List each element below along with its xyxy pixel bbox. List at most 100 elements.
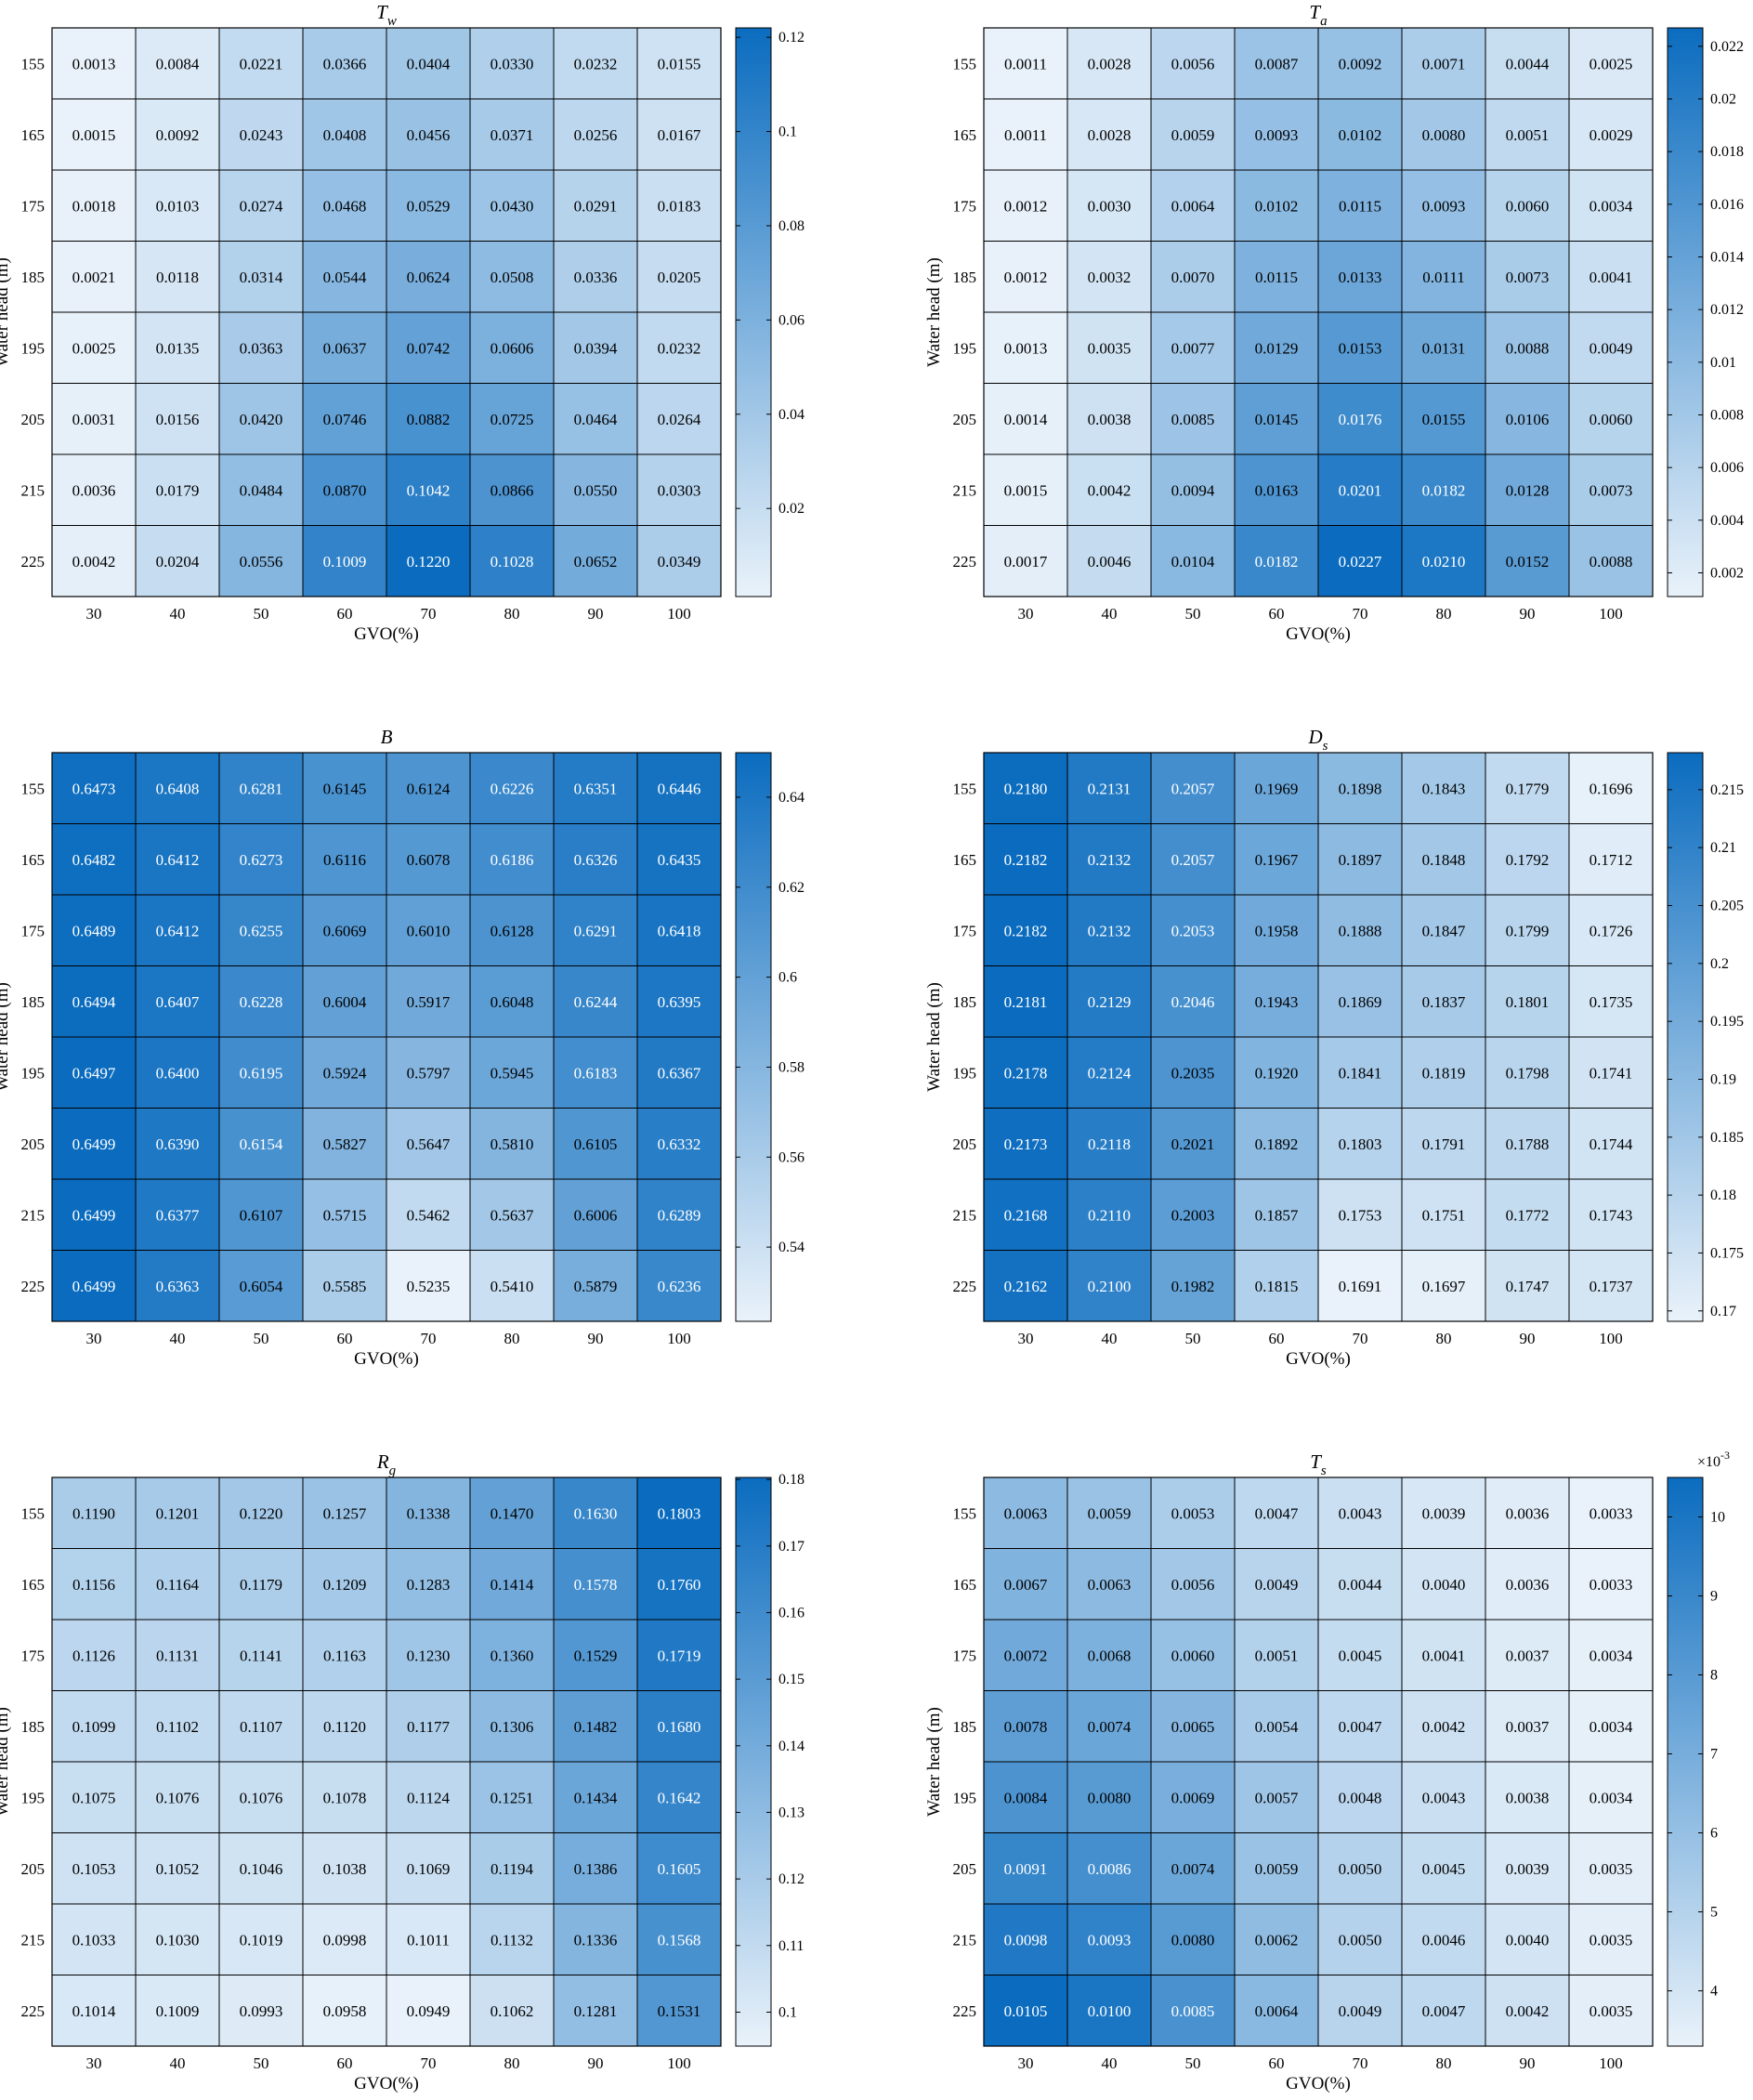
heatmap-cell [302, 1036, 387, 1109]
colorbar [735, 1477, 772, 2047]
heatmap-cell [218, 1250, 304, 1322]
cell-value-label: 0.5235 [407, 1278, 451, 1295]
cell-value-label: 0.0028 [1088, 55, 1132, 72]
cell-value-label: 0.1772 [1506, 1206, 1550, 1224]
cell-value-label: 0.0949 [407, 2002, 451, 2020]
heatmap-cell [1234, 98, 1319, 171]
heatmap-cell [1234, 311, 1319, 384]
cell-value-label: 0.0048 [1339, 1789, 1382, 1806]
heatmap-cell [1234, 1250, 1319, 1322]
cell-value-label: 0.6228 [240, 993, 283, 1011]
cell-value-label: 0.0303 [658, 481, 701, 499]
colorbar-tick-label: 8 [1710, 1668, 1718, 1684]
x-tick-label: 70 [421, 2054, 437, 2072]
heatmap-cell [1485, 894, 1570, 966]
y-tick-label: 155 [21, 55, 46, 72]
cell-value-label: 0.0092 [156, 126, 200, 144]
heatmap-cell [135, 169, 220, 242]
cell-value-label: 0.2182 [1004, 851, 1048, 869]
heatmap-cell [983, 1250, 1068, 1322]
cell-value-label: 0.0080 [1422, 126, 1466, 144]
cell-value-label: 0.6482 [72, 851, 116, 869]
heatmap-cell [135, 1477, 220, 1549]
x-tick-label: 60 [1269, 1330, 1285, 1347]
cell-value-label: 0.0049 [1255, 1576, 1299, 1594]
cell-value-label: 0.0167 [658, 126, 701, 144]
heatmap-cell [302, 894, 387, 966]
cell-value-label: 0.6048 [491, 993, 534, 1011]
cell-value-label: 0.0053 [1171, 1504, 1215, 1522]
cell-value-label: 0.6418 [658, 922, 701, 939]
cell-value-label: 0.0011 [1004, 126, 1047, 144]
heatmap-cell [1485, 1477, 1570, 1549]
heatmap-cell [1234, 169, 1319, 242]
cell-value-label: 0.1815 [1255, 1278, 1299, 1295]
heatmap-cell [1234, 1975, 1319, 2047]
cell-value-label: 0.1306 [491, 1718, 534, 1736]
heatmap-cell [1317, 383, 1403, 455]
cell-value-label: 0.0025 [1589, 55, 1633, 72]
cell-value-label: 0.6497 [72, 1064, 116, 1082]
cell-value-label: 0.1131 [156, 1647, 199, 1664]
cell-value-label: 0.0484 [240, 481, 283, 499]
heatmap-cell [1485, 1903, 1570, 1975]
y-tick-label: 205 [21, 1860, 46, 1878]
heatmap-cell [1401, 1548, 1486, 1621]
heatmap-cell [1317, 1761, 1403, 1833]
heatmap-cell [983, 894, 1068, 966]
cell-value-label: 0.0059 [1088, 1504, 1132, 1522]
heatmap-cell [1066, 453, 1152, 526]
heatmap-cell [135, 1761, 220, 1833]
y-tick-label: 225 [953, 553, 977, 571]
x-tick-label: 30 [1018, 2054, 1034, 2072]
colorbar-tick-label: 0.014 [1710, 250, 1744, 266]
cell-value-label: 0.0742 [407, 339, 451, 357]
cell-value-label: 0.0038 [1506, 1789, 1550, 1806]
cell-value-label: 0.6332 [658, 1135, 701, 1153]
heatmap-cell [1317, 241, 1403, 313]
cell-value-label: 0.1798 [1506, 1064, 1550, 1082]
cell-value-label: 0.1194 [491, 1860, 534, 1878]
heatmap-cell [218, 1903, 304, 1975]
cell-value-label: 0.0993 [240, 2002, 283, 2020]
heatmap-cell [1485, 823, 1570, 896]
x-tick-label: 80 [1436, 2054, 1452, 2072]
cell-value-label: 0.1075 [72, 1789, 116, 1806]
colorbar-tick-label: 0.12 [778, 1871, 805, 1887]
cell-value-label: 0.1062 [491, 2002, 534, 2020]
cell-value-label: 0.0042 [1422, 1718, 1466, 1736]
cell-value-label: 0.0637 [323, 339, 367, 357]
heatmap-cell [983, 525, 1068, 597]
heatmap-cell [636, 311, 722, 384]
cell-value-label: 0.0210 [1422, 553, 1466, 571]
cell-value-label: 0.0085 [1171, 411, 1215, 428]
heatmap-cell [386, 525, 471, 597]
heatmap-cell [1568, 1108, 1654, 1180]
cell-value-label: 0.1788 [1506, 1135, 1550, 1153]
y-axis-label: Water head (m) [924, 982, 944, 1092]
cell-value-label: 0.0420 [240, 411, 283, 428]
heatmap-panel-1: 0.0013 0.0084 0.0221 0.0366 0.0404 0.0330 0.02… [0, 1, 805, 644]
heatmap-cell [302, 27, 387, 99]
heatmap-cell [1317, 1477, 1403, 1549]
heatmap-cell [1066, 311, 1152, 384]
heatmap-cell [1150, 1975, 1236, 2047]
colorbar-tick-label: 0.175 [1710, 1245, 1744, 1261]
heatmap-cell [135, 453, 220, 526]
colorbar-tick-label: 0.02 [1710, 92, 1736, 108]
heatmap-cell [1568, 1178, 1654, 1251]
y-tick-label: 195 [953, 339, 977, 357]
cell-value-label: 0.0021 [72, 269, 116, 286]
cell-value-label: 0.0145 [1255, 411, 1299, 428]
x-tick-label: 90 [588, 605, 604, 623]
heatmap-cell [386, 169, 471, 242]
heatmap-cell [1150, 169, 1236, 242]
cell-value-label: 0.1741 [1589, 1064, 1633, 1082]
x-tick-label: 40 [170, 2054, 186, 2072]
heatmap-cell [1066, 1548, 1152, 1621]
y-tick-label: 215 [21, 1206, 46, 1224]
heatmap-panel-2: 0.0011 0.0028 0.0056 0.0087 0.0092 0.0071 0.00… [924, 1, 1744, 644]
chart-title: Ta [1309, 1, 1327, 29]
heatmap-cell [218, 965, 304, 1038]
heatmap-cell [1234, 1036, 1319, 1109]
